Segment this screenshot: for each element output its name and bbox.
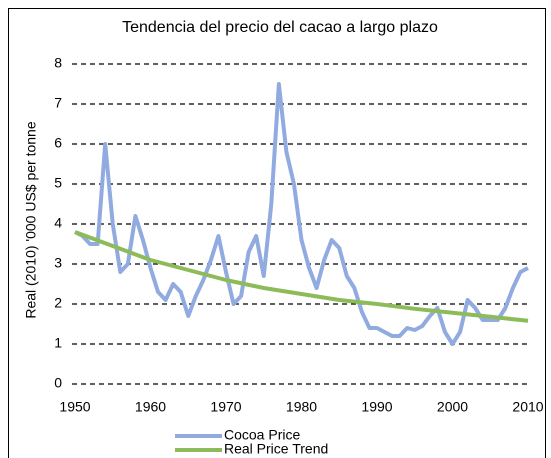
x-tick-label: 1970	[210, 399, 241, 415]
y-tick-label: 7	[54, 95, 62, 111]
x-tick-label: 1990	[361, 399, 392, 415]
x-tick-label: 1960	[135, 399, 166, 415]
x-tick-label: 2000	[437, 399, 468, 415]
line-series	[74, 230, 529, 323]
chart-title: Tendencia del precio del cacao a largo p…	[122, 19, 438, 36]
x-tick-label: 1950	[59, 399, 90, 415]
y-tick-label: 1	[54, 335, 62, 351]
y-axis-label: Real (2010) '000 US$ per tonne	[23, 121, 39, 318]
x-tick-label: 2010	[512, 399, 543, 415]
legend-label: Cocoa Price	[224, 427, 300, 443]
y-tick-label: 8	[54, 55, 62, 71]
y-tick-label: 2	[54, 295, 62, 311]
y-tick-label: 4	[54, 215, 62, 231]
line-series	[74, 82, 529, 346]
legend-label: Real Price Trend	[224, 441, 328, 457]
y-tick-label: 5	[54, 175, 62, 191]
y-tick-label: 6	[54, 135, 62, 151]
x-tick-label: 1980	[286, 399, 317, 415]
frame	[8, 8, 546, 458]
y-tick-label: 3	[54, 255, 62, 271]
y-tick-label: 0	[54, 375, 62, 391]
